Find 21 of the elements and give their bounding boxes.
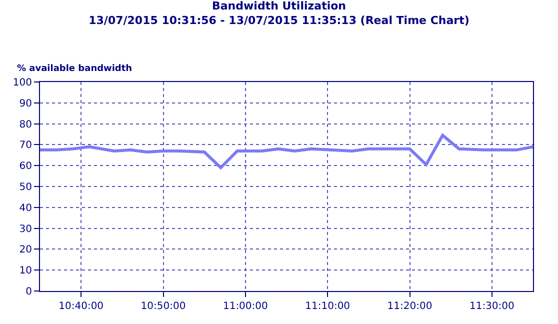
y-tick-label: 70 (19, 140, 32, 152)
y-tick-label: 40 (19, 202, 32, 214)
y-tick-label: 100 (12, 78, 32, 88)
y-tick-label: 30 (19, 224, 32, 235)
y-tick-label: 90 (19, 98, 32, 110)
x-tick-label: 11:30:00 (469, 301, 514, 312)
x-tick-label: 10:50:00 (140, 301, 186, 312)
x-tick-label: 11:00:00 (222, 301, 268, 312)
y-axis-title: % available bandwidth (17, 64, 132, 74)
y-tick-label: 20 (19, 244, 32, 256)
y-tick-label: 60 (19, 161, 32, 172)
y-tick-label: 0 (26, 286, 32, 298)
x-tick-label: 10:40:00 (58, 301, 104, 312)
x-tick-label: 11:10:00 (305, 301, 350, 312)
line-series (40, 134, 533, 170)
y-tick-label: 10 (19, 266, 32, 277)
x-tick-label: 11:20:00 (387, 301, 432, 312)
y-tick-label: 80 (19, 119, 32, 130)
chart-title: Bandwidth Utilization (212, 0, 346, 13)
y-tick-label: 50 (19, 182, 32, 193)
chart-subtitle: 13/07/2015 10:31:56 - 13/07/2015 11:35:13 (Real Time Chart) (88, 14, 470, 28)
